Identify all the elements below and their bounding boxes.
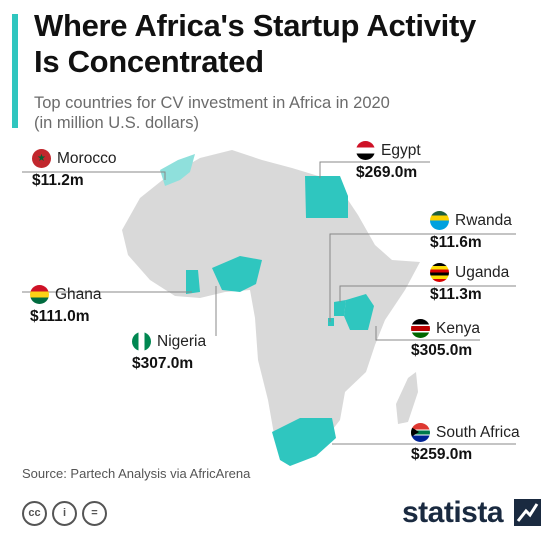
- label-egypt: Egypt $269.0m: [356, 141, 421, 182]
- label-nigeria: Nigeria $307.0m: [132, 332, 206, 373]
- uganda-value: $11.3m: [430, 286, 482, 303]
- label-ghana: Ghana $111.0m: [30, 285, 102, 326]
- cc-icon[interactable]: cc: [22, 501, 47, 526]
- nd-icon[interactable]: =: [82, 501, 107, 526]
- flag-rwanda-icon: [430, 211, 449, 230]
- rwanda-name: Rwanda: [455, 211, 512, 229]
- uganda-leader: [339, 285, 516, 302]
- flag-south-africa-icon: [411, 423, 430, 442]
- label-south-africa: South Africa $259.0m: [411, 423, 520, 464]
- south-africa-value: $259.0m: [411, 446, 473, 463]
- statista-mark-icon: [514, 499, 541, 526]
- rwanda-shape: [328, 318, 334, 326]
- nigeria-shape: [212, 256, 262, 292]
- ghana-name: Ghana: [55, 285, 102, 303]
- flag-uganda-icon: [430, 263, 449, 282]
- egypt-name: Egypt: [381, 141, 421, 159]
- morocco-leader: [22, 171, 166, 180]
- egypt-value: $269.0m: [356, 164, 418, 181]
- accent-bar: [12, 14, 18, 128]
- flag-morocco-icon: ★: [32, 149, 51, 168]
- statista-logo[interactable]: statista: [402, 496, 504, 529]
- nigeria-value: $307.0m: [132, 355, 194, 372]
- uganda-shape: [334, 300, 346, 316]
- egypt-leader: [319, 161, 430, 178]
- source-note: Source: Partech Analysis via AfricArena: [22, 466, 251, 481]
- morocco-name: Morocco: [57, 149, 117, 167]
- egypt-shape: [305, 176, 348, 218]
- kenya-name: Kenya: [436, 319, 480, 337]
- flag-ghana-icon: [30, 285, 49, 304]
- label-uganda: Uganda $11.3m: [430, 263, 509, 304]
- madagascar-shape: [396, 372, 418, 424]
- flag-nigeria-icon: [132, 332, 151, 351]
- by-icon[interactable]: i: [52, 501, 77, 526]
- nigeria-name: Nigeria: [157, 332, 207, 350]
- chart-subtitle: Top countries for CV investment in Afric…: [34, 94, 390, 132]
- uganda-name: Uganda: [455, 263, 510, 281]
- kenya-shape: [344, 294, 374, 330]
- label-rwanda: Rwanda $11.6m: [430, 211, 512, 252]
- morocco-shape: [160, 154, 195, 186]
- south-africa-name: South Africa: [436, 423, 520, 441]
- ghana-value: $111.0m: [30, 308, 90, 325]
- africa-continent: [122, 150, 420, 462]
- flag-kenya-icon: [411, 319, 430, 338]
- label-kenya: Kenya $305.0m: [411, 319, 480, 360]
- label-morocco: ★ Morocco $11.2m: [32, 149, 116, 190]
- rwanda-leader: [329, 233, 516, 322]
- south-africa-shape: [272, 418, 336, 466]
- chart-title: Where Africa's Startup Activity Is Conce…: [34, 8, 476, 79]
- ghana-shape: [186, 270, 200, 294]
- kenya-leader: [375, 326, 480, 341]
- flag-egypt-icon: [356, 141, 375, 160]
- morocco-value: $11.2m: [32, 172, 84, 189]
- rwanda-value: $11.6m: [430, 234, 482, 251]
- kenya-value: $305.0m: [411, 342, 473, 359]
- leader-lines: [22, 161, 516, 445]
